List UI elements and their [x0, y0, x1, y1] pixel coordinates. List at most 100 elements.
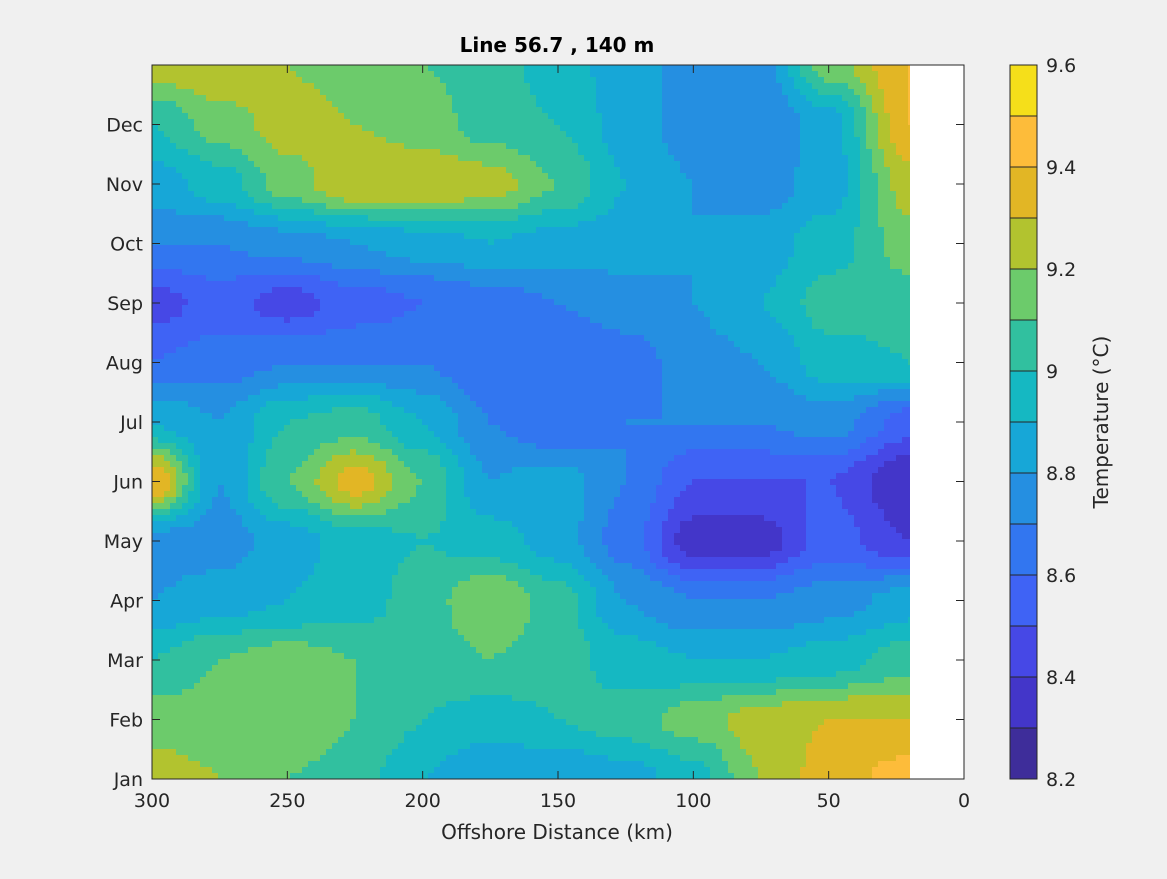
- contour-cell: [746, 89, 753, 96]
- contour-cell: [686, 77, 693, 84]
- contour-cell: [632, 89, 639, 96]
- contour-cell: [326, 215, 333, 222]
- contour-cell: [602, 209, 609, 216]
- contour-cell: [800, 215, 807, 222]
- contour-cell: [650, 107, 657, 114]
- contour-cell: [512, 89, 519, 96]
- contour-cell: [218, 233, 225, 240]
- contour-cell: [602, 275, 609, 282]
- contour-cell: [428, 65, 435, 72]
- contour-cell: [368, 113, 375, 120]
- contour-cell: [236, 227, 243, 234]
- contour-cell: [398, 119, 405, 126]
- contour-cell: [662, 65, 669, 72]
- contour-cell: [170, 191, 177, 198]
- contour-cell: [308, 251, 315, 258]
- contour-cell: [902, 83, 909, 90]
- contour-cell: [398, 167, 405, 174]
- contour-cell: [260, 95, 267, 102]
- contour-cell: [782, 287, 789, 294]
- contour-cell: [626, 155, 633, 162]
- contour-cell: [152, 71, 159, 78]
- contour-cell: [410, 215, 417, 222]
- contour-cell: [326, 131, 333, 138]
- contour-cell: [500, 191, 507, 198]
- contour-cell: [836, 83, 843, 90]
- contour-cell: [176, 227, 183, 234]
- contour-cell: [548, 215, 555, 222]
- contour-cell: [536, 245, 543, 252]
- contour-cell: [542, 251, 549, 258]
- contour-cell: [206, 89, 213, 96]
- contour-cell: [668, 83, 675, 90]
- contour-cell: [536, 137, 543, 144]
- contour-cell: [836, 215, 843, 222]
- contour-cell: [794, 227, 801, 234]
- contour-cell: [686, 239, 693, 246]
- contour-cell: [200, 95, 207, 102]
- contour-cell: [404, 239, 411, 246]
- contour-cell: [500, 197, 507, 204]
- contour-cell: [218, 221, 225, 228]
- contour-cell: [428, 77, 435, 84]
- contour-cell: [560, 143, 567, 150]
- contour-cell: [710, 215, 717, 222]
- contour-cell: [422, 293, 429, 300]
- contour-cell: [746, 179, 753, 186]
- contour-cell: [446, 269, 453, 276]
- contour-cell: [806, 197, 813, 204]
- contour-cell: [656, 269, 663, 276]
- contour-cell: [710, 155, 717, 162]
- contour-cell: [452, 167, 459, 174]
- contour-cell: [602, 137, 609, 144]
- contour-cell: [350, 215, 357, 222]
- contour-cell: [380, 251, 387, 258]
- contour-cell: [890, 257, 897, 264]
- contour-cell: [842, 155, 849, 162]
- contour-cell: [554, 251, 561, 258]
- contour-cell: [458, 287, 465, 294]
- contour-cell: [752, 269, 759, 276]
- contour-cell: [158, 185, 165, 192]
- contour-cell: [422, 155, 429, 162]
- contour-cell: [374, 227, 381, 234]
- contour-cell: [728, 239, 735, 246]
- contour-cell: [158, 125, 165, 132]
- contour-cell: [518, 215, 525, 222]
- contour-cell: [476, 83, 483, 90]
- contour-cell: [638, 203, 645, 210]
- contour-cell: [668, 227, 675, 234]
- contour-cell: [710, 233, 717, 240]
- contour-cell: [548, 71, 555, 78]
- contour-cell: [650, 245, 657, 252]
- contour-cell: [608, 149, 615, 156]
- contour-cell: [902, 215, 909, 222]
- contour-cell: [746, 245, 753, 252]
- contour-cell: [326, 287, 333, 294]
- contour-cell: [428, 233, 435, 240]
- contour-cell: [170, 209, 177, 216]
- contour-cell: [854, 131, 861, 138]
- contour-cell: [590, 185, 597, 192]
- contour-cell: [542, 203, 549, 210]
- contour-cell: [698, 269, 705, 276]
- contour-cell: [194, 143, 201, 150]
- contour-cell: [872, 245, 879, 252]
- contour-cell: [290, 167, 297, 174]
- contour-cell: [260, 203, 267, 210]
- contour-cell: [362, 227, 369, 234]
- contour-cell: [230, 113, 237, 120]
- contour-cell: [194, 287, 201, 294]
- contour-cell: [818, 227, 825, 234]
- contour-cell: [194, 251, 201, 258]
- contour-cell: [734, 155, 741, 162]
- contour-cell: [668, 263, 675, 270]
- contour-cell: [158, 209, 165, 216]
- contour-cell: [212, 233, 219, 240]
- contour-cell: [686, 125, 693, 132]
- contour-cell: [872, 131, 879, 138]
- contour-cell: [740, 71, 747, 78]
- contour-cell: [320, 185, 327, 192]
- contour-cell: [740, 239, 747, 246]
- contour-cell: [818, 83, 825, 90]
